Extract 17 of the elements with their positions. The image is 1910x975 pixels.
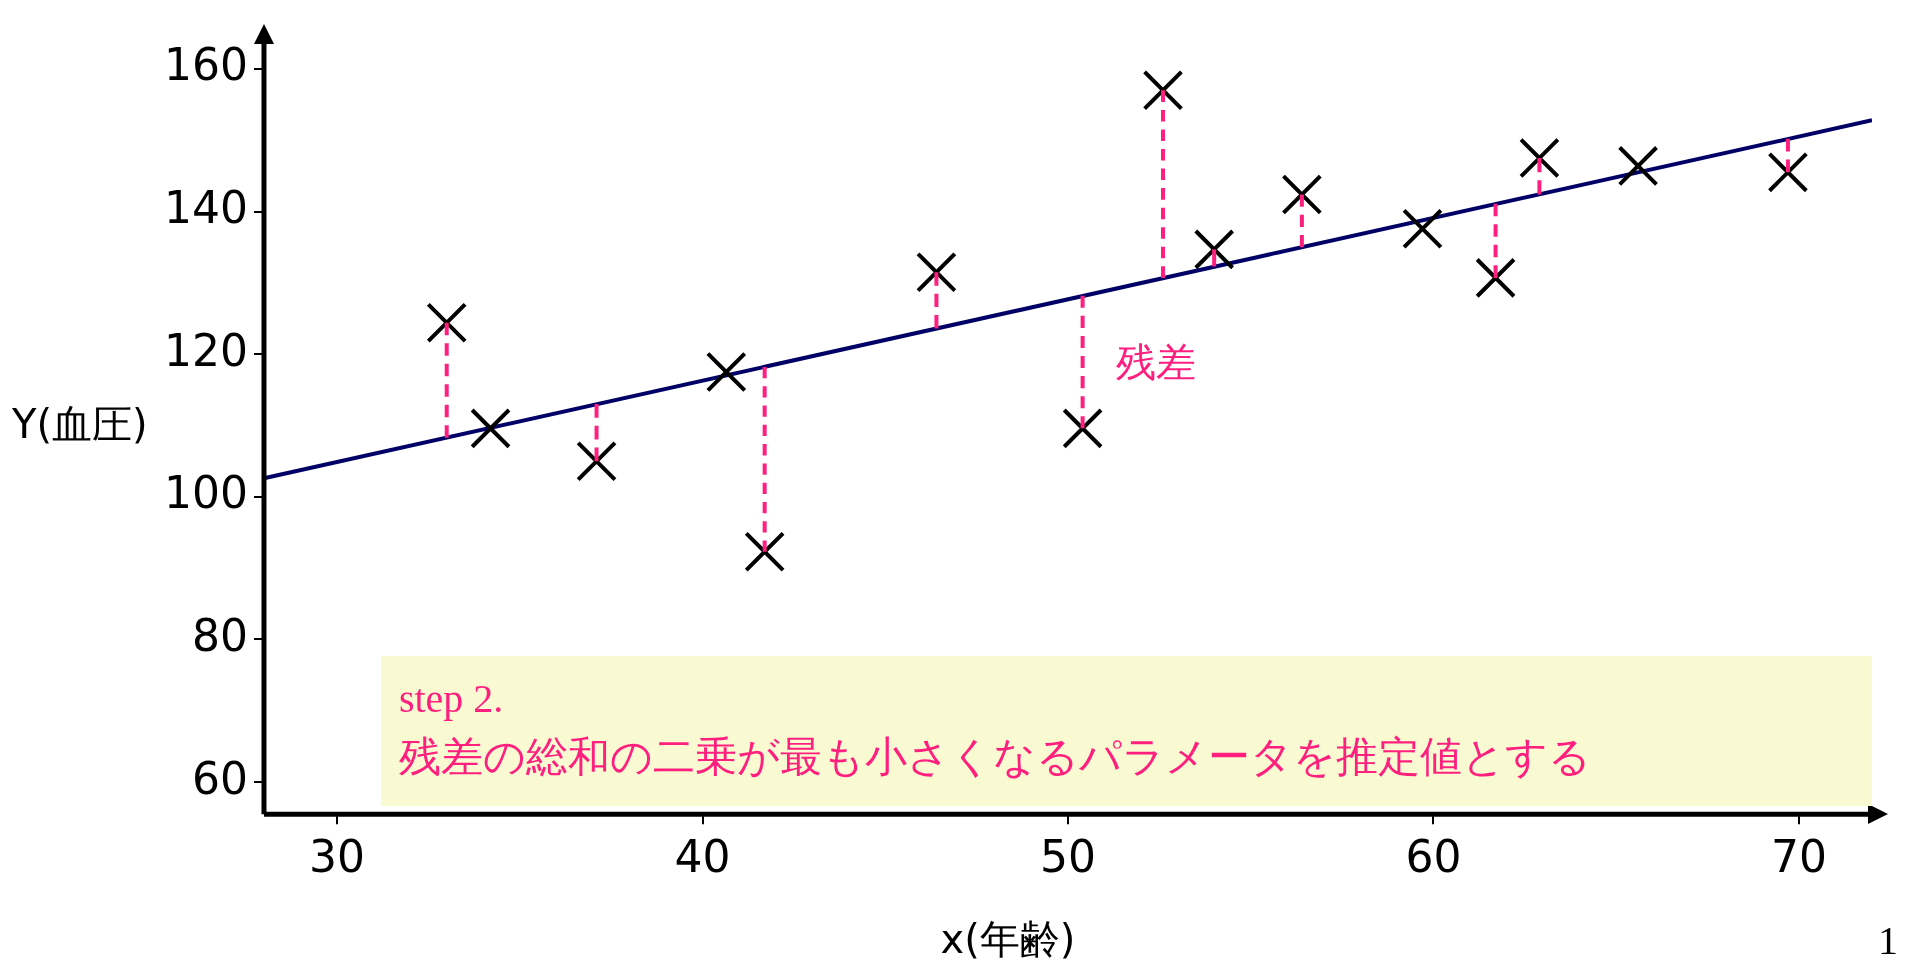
y-tick-label: 160	[164, 39, 248, 91]
x-tick-label: 30	[309, 831, 366, 883]
y-tick-label: 60	[191, 752, 248, 804]
annotation: step 2. 残差の総和の二乗が最も小さくなるパラメータを推定値とする	[398, 674, 1592, 783]
x-tick-label: 60	[1405, 831, 1462, 883]
x-tick-label: 40	[674, 831, 731, 883]
x-axis-title: x(年齢)	[940, 916, 1076, 963]
annotation: 残差	[1116, 338, 1197, 385]
x-tick-label: 70	[1770, 831, 1827, 883]
y-axis-title: Y(血圧)	[11, 400, 148, 447]
note-box: step 2. 残差の総和の二乗が最も小さくなるパラメータを推定値とする	[380, 655, 1872, 806]
text: 1	[1878, 917, 1898, 963]
y-tick-label: 120	[164, 324, 248, 376]
y-tick-label: 100	[164, 467, 248, 519]
y-tick-label: 80	[191, 609, 248, 661]
y-tick-label: 140	[164, 182, 248, 233]
x-tick-label: 50	[1039, 831, 1096, 883]
